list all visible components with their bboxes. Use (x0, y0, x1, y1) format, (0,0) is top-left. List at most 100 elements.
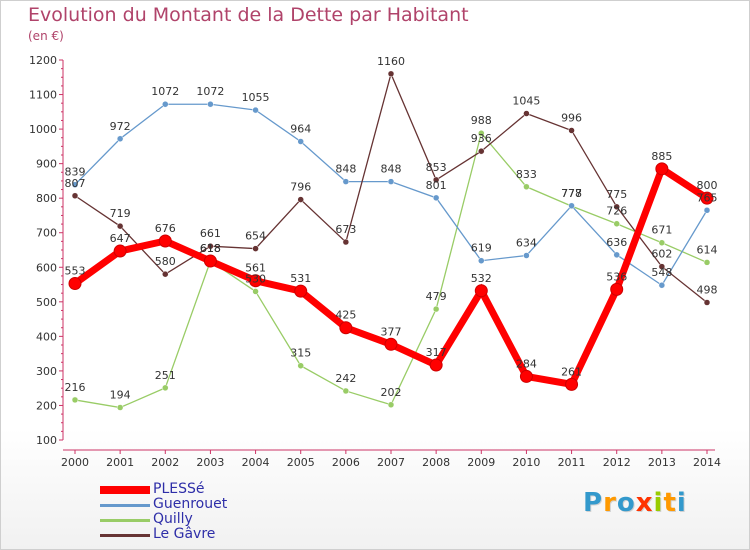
data-label-le-g-vre: 719 (110, 207, 131, 220)
data-label-quilly: 726 (606, 205, 627, 218)
data-point-le-g-vre (703, 299, 711, 306)
data-label-le-g-vre: 1160 (377, 55, 405, 68)
data-label-pless-: 800 (697, 179, 718, 192)
data-label-pless-: 284 (516, 357, 537, 370)
x-tick-label: 2001 (106, 456, 134, 469)
legend-swatch-quilly (100, 519, 150, 522)
data-label-le-g-vre: 602 (651, 248, 672, 261)
x-tick-label: 2008 (422, 456, 450, 469)
data-label-quilly: 202 (381, 386, 402, 399)
data-label-pless-: 536 (606, 270, 627, 283)
data-label-le-g-vre: 796 (290, 181, 311, 194)
data-point-pless- (158, 234, 172, 248)
data-point-pless- (519, 369, 533, 383)
data-label-guenrouet: 636 (606, 236, 627, 249)
logo-letter: x (635, 488, 654, 518)
data-point-guenrouet (568, 202, 575, 210)
data-label-pless-: 676 (155, 222, 176, 235)
y-tick-label: 1200 (29, 54, 57, 67)
data-point-le-g-vre (613, 203, 620, 211)
data-point-pless- (610, 282, 624, 296)
data-point-pless- (384, 337, 398, 351)
data-point-guenrouet (432, 194, 440, 202)
x-tick-label: 2009 (467, 456, 495, 469)
x-tick-label: 2003 (196, 456, 224, 469)
data-labels-layer: 216 194 251 618 530 315 242 202 479 988 833 777 726 6… (65, 55, 718, 402)
data-label-pless-: 317 (426, 346, 447, 359)
data-label-pless-: 532 (471, 272, 492, 285)
data-label-le-g-vre: 654 (245, 230, 266, 243)
data-label-le-g-vre: 996 (561, 111, 582, 124)
data-label-pless-: 531 (290, 272, 311, 285)
data-point-guenrouet (342, 178, 350, 185)
data-point-pless- (339, 321, 353, 335)
y-tick-label: 1000 (29, 123, 57, 136)
data-point-le-g-vre (342, 238, 350, 246)
y-tick-label: 200 (36, 399, 57, 412)
series-layer (68, 70, 714, 411)
data-label-quilly: 777 (561, 187, 582, 200)
data-point-quilly (342, 387, 350, 395)
legend-label: Guenrouet (153, 496, 228, 512)
data-label-quilly: 618 (200, 242, 221, 255)
data-point-guenrouet (478, 257, 485, 264)
logo-letter: o (616, 488, 636, 518)
legend-label: PLESSé (153, 481, 205, 497)
data-point-pless- (474, 284, 488, 298)
data-point-guenrouet (116, 135, 124, 143)
y-tick-label: 900 (36, 158, 57, 171)
data-point-quilly (658, 239, 666, 246)
data-point-le-g-vre (297, 196, 304, 203)
data-point-quilly (432, 305, 440, 313)
data-label-guenrouet: 972 (110, 120, 131, 133)
data-label-guenrouet: 765 (697, 191, 718, 204)
data-label-le-g-vre: 775 (606, 188, 627, 201)
y-tick-label: 300 (36, 365, 57, 378)
x-tick-label: 2000 (61, 456, 89, 469)
data-point-guenrouet (252, 106, 259, 114)
data-label-guenrouet: 801 (426, 179, 447, 192)
data-point-guenrouet (703, 207, 711, 214)
data-point-guenrouet (297, 138, 304, 145)
data-point-le-g-vre (252, 245, 259, 252)
chart-axes: 100 200 300 400 500 600 700 800 900 1000 1100 1200 2… (29, 54, 721, 469)
data-label-quilly: 251 (155, 369, 176, 382)
x-tick-label: 2005 (287, 456, 315, 469)
data-point-pless- (565, 377, 579, 391)
data-label-quilly: 530 (245, 272, 266, 285)
data-point-le-g-vre (478, 147, 485, 155)
data-point-quilly (613, 220, 620, 227)
data-point-le-g-vre (207, 242, 214, 250)
legend-swatch-plesse (100, 486, 150, 494)
logo-letter: i (676, 488, 687, 518)
data-label-guenrouet: 1072 (151, 85, 179, 98)
data-point-le-g-vre (387, 70, 395, 78)
proxiti-logo: Proxiti (583, 488, 687, 518)
data-label-guenrouet: 964 (290, 123, 311, 136)
y-tick-label: 800 (36, 192, 57, 205)
data-label-quilly: 988 (471, 114, 492, 127)
x-tick-label: 2012 (603, 456, 631, 469)
data-point-quilly (387, 401, 395, 409)
data-point-pless- (655, 162, 669, 176)
data-label-guenrouet: 1055 (242, 91, 270, 104)
data-point-guenrouet (162, 100, 169, 108)
data-label-guenrouet: 848 (335, 163, 356, 176)
data-point-guenrouet (613, 251, 620, 259)
chart-title: Evolution du Montant de la Dette par Hab… (28, 4, 469, 26)
data-label-quilly: 479 (426, 290, 447, 303)
y-tick-label: 700 (36, 227, 57, 240)
data-point-pless- (429, 358, 443, 372)
y-tick-label: 600 (36, 261, 57, 274)
data-point-pless- (203, 254, 217, 268)
data-point-quilly (297, 362, 304, 369)
data-point-pless- (68, 277, 82, 291)
data-label-quilly: 242 (335, 372, 356, 385)
data-point-pless- (249, 274, 263, 288)
x-tick-label: 2002 (151, 456, 179, 469)
data-label-quilly: 194 (110, 389, 131, 402)
data-point-guenrouet (207, 100, 214, 108)
data-point-quilly (116, 404, 124, 411)
data-label-quilly: 216 (65, 381, 86, 394)
data-point-quilly (523, 183, 530, 191)
